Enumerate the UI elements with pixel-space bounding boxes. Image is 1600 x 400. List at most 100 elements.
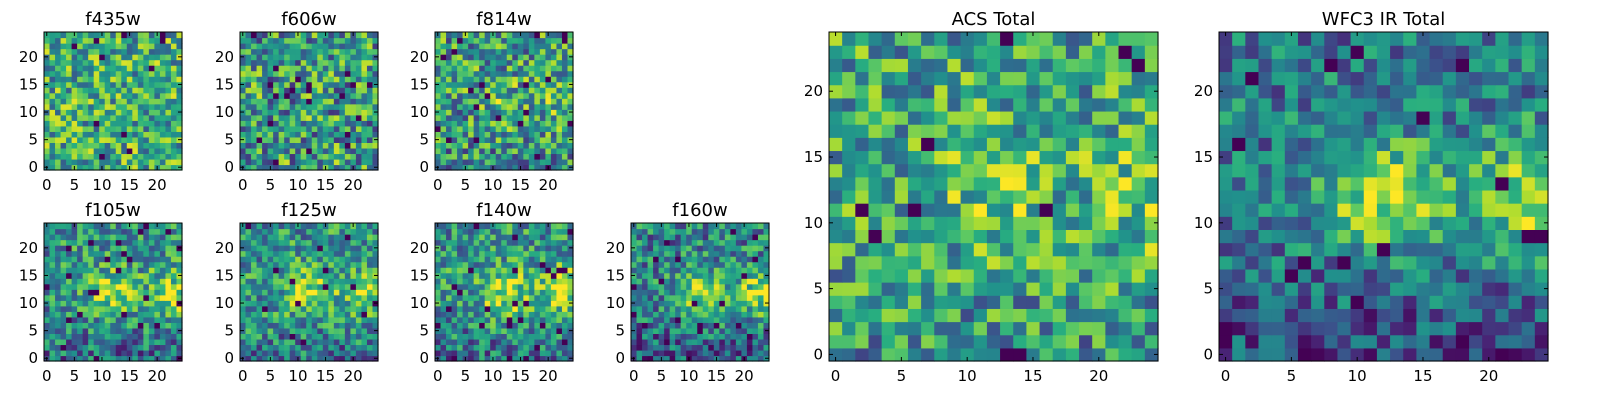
heatmap-cell (658, 300, 665, 307)
heatmap-cell (176, 32, 183, 39)
heatmap-cell (495, 327, 502, 334)
heatmap-cell (881, 282, 896, 296)
heatmap-cell (126, 344, 133, 351)
heatmap-cell (110, 305, 117, 312)
heatmap-cell (350, 294, 357, 301)
heatmap-cell (165, 136, 172, 143)
heatmap-cell (636, 289, 643, 296)
heatmap-cell (435, 87, 442, 94)
heatmap-cell (366, 109, 374, 116)
heatmap-cell (49, 250, 56, 257)
heatmap-cell (159, 158, 167, 166)
heatmap-cell (960, 189, 975, 204)
heatmap-cell (545, 147, 552, 155)
heatmap-cell (697, 289, 704, 296)
heatmap-cell (868, 189, 883, 204)
heatmap-cell (170, 136, 178, 143)
heatmap-cell (333, 142, 340, 149)
heatmap-cell (550, 54, 558, 61)
x-tick-label: 5 (266, 367, 276, 385)
heatmap-cell (339, 48, 346, 55)
heatmap-cell (724, 338, 731, 346)
heatmap-cell (176, 43, 183, 50)
heatmap-cell (713, 327, 720, 334)
heatmap-cell (176, 250, 183, 257)
heatmap-cell (60, 32, 67, 39)
heatmap-cell (273, 333, 280, 340)
heatmap-cell (1144, 295, 1159, 309)
heatmap-cell (44, 305, 51, 312)
heatmap-cell (842, 203, 856, 217)
heatmap-cell (517, 76, 524, 83)
heatmap-cell (735, 239, 742, 246)
heatmap-cell (642, 261, 649, 268)
heatmap-cell (66, 250, 73, 257)
heatmap-cell (148, 131, 155, 138)
heatmap-cell (1105, 255, 1120, 270)
heatmap-cell (49, 305, 56, 312)
heatmap-cell (245, 87, 252, 94)
heatmap-cell (132, 81, 139, 88)
heatmap-cell (159, 245, 167, 252)
heatmap-cell (148, 250, 155, 257)
heatmap-cell (278, 250, 285, 257)
heatmap-cell (132, 43, 139, 50)
heatmap-cell (251, 250, 258, 257)
heatmap-cell (517, 338, 524, 346)
heatmap-cell (366, 114, 374, 121)
heatmap-cell (273, 81, 280, 88)
heatmap-cell (104, 81, 111, 88)
heatmap-cell (512, 256, 519, 263)
heatmap-cell (561, 65, 569, 72)
heatmap-cell (462, 131, 469, 138)
heatmap-cell (757, 349, 765, 357)
heatmap-cell (328, 164, 335, 171)
heatmap-cell (93, 81, 100, 88)
heatmap-cell (306, 109, 313, 116)
heatmap-cell (973, 242, 988, 257)
heatmap-cell (273, 311, 280, 318)
heatmap-cell (523, 103, 530, 110)
heatmap-cell (154, 59, 161, 66)
heatmap-cell (457, 32, 464, 39)
heatmap-cell (328, 272, 335, 279)
heatmap-cell (262, 245, 269, 252)
heatmap-cell (752, 344, 759, 351)
heatmap-cell (440, 48, 447, 55)
heatmap-cell (137, 76, 144, 83)
heatmap-cell (154, 142, 161, 149)
heatmap-cell (311, 239, 318, 246)
heatmap-cell (675, 349, 682, 357)
heatmap-cell (126, 267, 133, 274)
heatmap-cell (550, 278, 558, 285)
heatmap-cell (473, 109, 480, 116)
heatmap-cell (484, 54, 491, 61)
heatmap-cell (132, 223, 139, 230)
heatmap-cell (669, 344, 676, 351)
heatmap-cell (49, 294, 56, 301)
heatmap-cell (539, 48, 546, 55)
x-tick-label: 20 (539, 367, 558, 385)
heatmap-cell (501, 142, 508, 149)
heatmap-cell (752, 261, 759, 268)
heatmap-cell (680, 289, 687, 296)
heatmap-cell (256, 300, 263, 307)
heatmap-cell (539, 98, 546, 105)
heatmap-cell (71, 267, 78, 274)
heatmap-cell (273, 283, 280, 290)
heatmap-cell (763, 223, 770, 230)
heatmap-cell (372, 289, 379, 296)
heatmap-cell (88, 76, 95, 83)
heatmap-cell (355, 43, 363, 50)
heatmap-cell (523, 131, 530, 138)
heatmap-cell (484, 70, 491, 77)
heatmap-cell (284, 311, 291, 318)
heatmap-cell (126, 278, 133, 285)
heatmap-cell (501, 289, 508, 296)
heatmap-cell (322, 54, 329, 61)
heatmap-cell (77, 153, 84, 160)
heatmap-cell (528, 327, 535, 334)
heatmap-cell (664, 338, 671, 346)
heatmap-cell (71, 92, 78, 99)
